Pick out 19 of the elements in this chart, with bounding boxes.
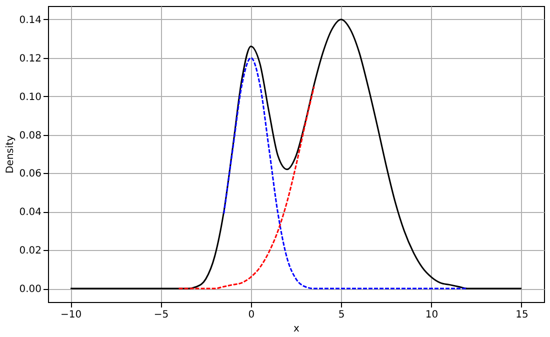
x-tick-label: 10 [425,310,438,320]
y-tick-label: 0.12 [19,53,42,64]
x-tick-label: −5 [154,310,169,320]
line-series [70,18,522,290]
line-series [223,57,468,290]
x-tick-label: −10 [60,310,82,320]
y-tick-label: 0.02 [19,246,42,257]
x-tick-label: 15 [516,310,528,320]
y-tick-label: 0.08 [19,130,42,142]
y-axis-title: Density [5,135,16,174]
line-series [178,86,315,290]
y-tick-label: 0.04 [19,207,42,218]
x-tick-label: 0 [248,310,255,320]
x-tick-label: 5 [338,310,345,320]
y-tick-label: 0.06 [19,168,42,180]
y-tick-label: 0.10 [19,92,42,103]
y-tick-label: 0.00 [19,284,42,296]
y-tick-label: 0.14 [19,14,42,26]
x-axis-title: x [294,324,300,334]
